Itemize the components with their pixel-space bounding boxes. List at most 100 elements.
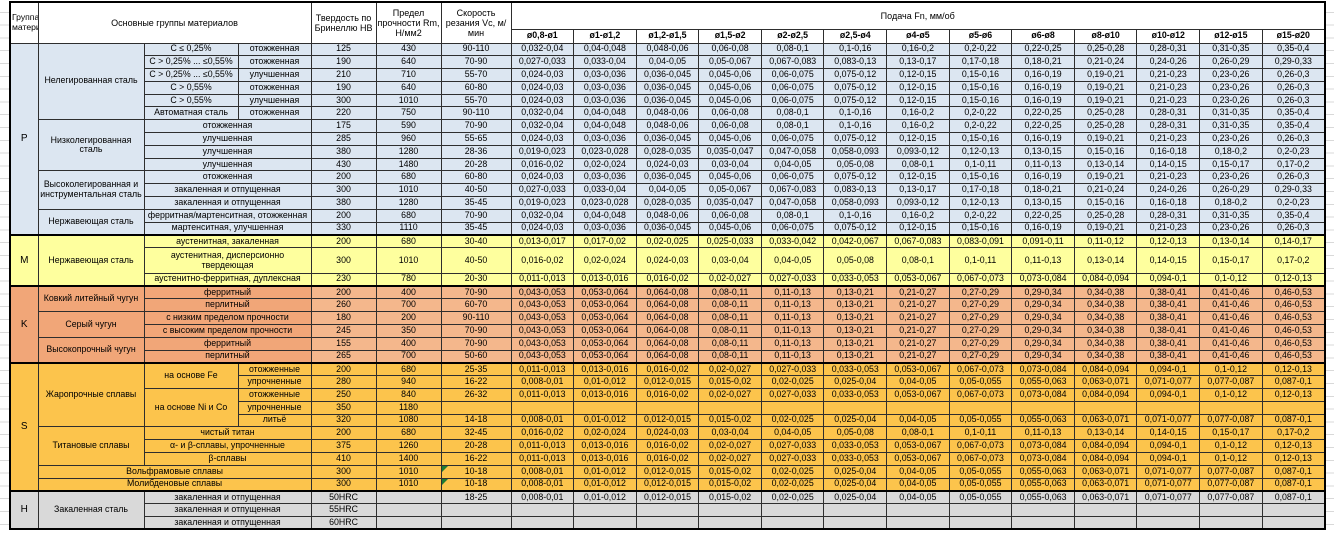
feed-cell[interactable]: 0,41-0,46 xyxy=(1199,349,1263,364)
feed-cell[interactable]: 0,008-0,01 xyxy=(510,413,575,428)
feed-cell[interactable]: 0,26-0,3 xyxy=(1261,170,1326,185)
feed-cell[interactable]: 0,08-0,1 xyxy=(886,426,950,441)
table-cell[interactable]: перлитный xyxy=(143,349,312,364)
feed-cell[interactable]: 0,06-0,075 xyxy=(760,132,825,146)
table-cell[interactable]: 230 xyxy=(310,272,377,287)
table-cell[interactable]: с высоким пределом прочности xyxy=(143,323,312,338)
feed-cell[interactable]: 0,19-0,21 xyxy=(1073,80,1138,95)
flagged-cell[interactable]: 10-18 xyxy=(440,464,512,479)
feed-cell[interactable]: 0,21-0,23 xyxy=(1136,68,1201,82)
feed-cell[interactable]: 0,29-0,34 xyxy=(1011,349,1075,364)
diameter-header[interactable]: ø15-ø20 xyxy=(1261,28,1326,44)
feed-cell[interactable]: 0,043-0,053 xyxy=(510,336,575,351)
feed-cell[interactable]: 0,024-0,03 xyxy=(510,221,575,236)
table-cell[interactable]: 35-45 xyxy=(440,221,512,236)
feed-cell[interactable]: 0,19-0,21 xyxy=(1073,221,1138,236)
feed-cell[interactable]: 0,008-0,01 xyxy=(510,464,575,479)
feed-cell[interactable]: 0,055-0,063 xyxy=(1011,477,1075,492)
table-cell[interactable]: 55-70 xyxy=(440,93,512,108)
feed-cell[interactable]: 0,025-0,04 xyxy=(823,413,888,428)
feed-cell[interactable]: 0,13-0,14 xyxy=(1073,247,1138,274)
feed-cell[interactable]: 0,34-0,38 xyxy=(1073,323,1138,338)
table-cell[interactable]: 90-110 xyxy=(440,311,512,325)
feed-cell[interactable]: 0,02-0,024 xyxy=(573,426,637,441)
feed-cell[interactable]: 0,008-0,01 xyxy=(510,489,575,505)
group-letter-cell[interactable]: S xyxy=(9,361,39,492)
feed-cell[interactable]: 0,033-0,053 xyxy=(823,451,888,466)
feed-cell[interactable]: 0,26-0,3 xyxy=(1261,93,1326,108)
feed-cell[interactable]: 0,08-0,1 xyxy=(886,157,950,172)
feed-cell[interactable] xyxy=(1073,515,1138,530)
feed-cell[interactable]: 0,1-0,16 xyxy=(823,106,888,121)
feed-cell[interactable]: 0,053-0,064 xyxy=(573,298,637,313)
table-cell[interactable]: 1400 xyxy=(375,451,442,466)
feed-cell[interactable]: 0,12-0,13 xyxy=(948,196,1013,210)
feed-cell[interactable]: 0,073-0,084 xyxy=(1011,451,1075,466)
table-cell[interactable]: чистый титан xyxy=(143,426,312,441)
table-cell[interactable]: на основе Ni и Co xyxy=(143,387,239,428)
header-tensile-strength[interactable]: Предел прочности Rm, Н/мм2 xyxy=(375,1,442,44)
feed-cell[interactable] xyxy=(1261,400,1326,415)
table-cell[interactable]: 190 xyxy=(310,55,377,70)
feed-cell[interactable]: 0,17-0,2 xyxy=(1261,426,1326,441)
table-cell[interactable]: 680 xyxy=(375,233,442,249)
feed-cell[interactable]: 0,093-0,12 xyxy=(886,144,950,159)
feed-cell[interactable]: 0,21-0,27 xyxy=(886,285,950,300)
feed-cell[interactable]: 0,075-0,12 xyxy=(823,132,888,146)
feed-cell[interactable]: 0,13-0,17 xyxy=(886,183,950,198)
feed-cell[interactable]: 0,12-0,13 xyxy=(1261,272,1326,287)
feed-cell[interactable]: 0,075-0,12 xyxy=(823,170,888,185)
feed-cell[interactable]: 0,064-0,08 xyxy=(635,285,700,300)
feed-cell[interactable]: 0,094-0,1 xyxy=(1136,361,1201,377)
table-cell[interactable]: Автоматная сталь xyxy=(143,106,239,121)
feed-cell[interactable]: 0,077-0,087 xyxy=(1199,489,1263,505)
table-cell[interactable]: 430 xyxy=(310,157,377,172)
feed-cell[interactable]: 0,18-0,21 xyxy=(1011,55,1075,70)
table-cell[interactable]: 155 xyxy=(310,336,377,351)
table-cell[interactable]: с низким пределом прочности xyxy=(143,311,312,325)
feed-cell[interactable]: 0,035-0,047 xyxy=(698,144,762,159)
feed-cell[interactable]: 0,38-0,41 xyxy=(1136,323,1201,338)
feed-cell[interactable]: 0,05-0,055 xyxy=(948,477,1013,492)
table-cell[interactable]: 680 xyxy=(375,426,442,441)
table-cell[interactable] xyxy=(440,503,512,517)
table-cell[interactable]: закаленная и отпущенная xyxy=(143,489,312,505)
feed-cell[interactable] xyxy=(635,515,700,530)
feed-cell[interactable]: 0,033-0,04 xyxy=(573,55,637,70)
feed-cell[interactable]: 0,094-0,1 xyxy=(1136,439,1201,453)
table-cell[interactable]: 20-28 xyxy=(440,439,512,453)
feed-cell[interactable]: 0,027-0,033 xyxy=(760,361,825,377)
table-cell[interactable]: ферритная/мартенситная, отожженная xyxy=(143,208,312,223)
feed-cell[interactable]: 0,063-0,071 xyxy=(1073,464,1138,479)
material-group-cell[interactable]: Закаленная сталь xyxy=(37,489,145,530)
feed-cell[interactable]: 0,045-0,06 xyxy=(698,132,762,146)
feed-cell[interactable]: 0,05-0,08 xyxy=(823,157,888,172)
feed-cell[interactable]: 0,31-0,35 xyxy=(1199,42,1263,57)
feed-cell[interactable]: 0,27-0,29 xyxy=(948,298,1013,313)
feed-cell[interactable]: 0,41-0,46 xyxy=(1199,311,1263,325)
table-cell[interactable]: 260 xyxy=(310,298,377,313)
feed-cell[interactable]: 0,047-0,058 xyxy=(760,144,825,159)
feed-cell[interactable]: 0,38-0,41 xyxy=(1136,336,1201,351)
feed-cell[interactable]: 0,084-0,094 xyxy=(1073,439,1138,453)
feed-cell[interactable]: 0,024-0,03 xyxy=(510,68,575,82)
table-cell[interactable]: 375 xyxy=(310,439,377,453)
table-cell[interactable]: 70-90 xyxy=(440,55,512,70)
feed-cell[interactable]: 0,34-0,38 xyxy=(1073,336,1138,351)
table-cell[interactable]: C ≤ 0,25% xyxy=(143,42,239,57)
feed-cell[interactable]: 0,12-0,15 xyxy=(886,68,950,82)
feed-cell[interactable]: 0,25-0,28 xyxy=(1073,106,1138,121)
feed-cell[interactable]: 0,21-0,23 xyxy=(1136,132,1201,146)
feed-cell[interactable]: 0,05-0,055 xyxy=(948,375,1013,389)
feed-cell[interactable] xyxy=(886,515,950,530)
header-hardness[interactable]: Твердость по Бринеллю HB xyxy=(310,1,377,44)
feed-cell[interactable]: 0,087-0,1 xyxy=(1261,413,1326,428)
feed-cell[interactable] xyxy=(948,503,1013,517)
feed-cell[interactable]: 0,02-0,025 xyxy=(760,413,825,428)
feed-cell[interactable] xyxy=(1199,503,1263,517)
feed-cell[interactable]: 0,016-0,02 xyxy=(635,272,700,287)
table-cell[interactable]: 280 xyxy=(310,375,377,389)
feed-cell[interactable]: 0,21-0,27 xyxy=(886,298,950,313)
feed-cell[interactable]: 0,04-0,05 xyxy=(886,489,950,505)
feed-cell[interactable] xyxy=(573,400,637,415)
